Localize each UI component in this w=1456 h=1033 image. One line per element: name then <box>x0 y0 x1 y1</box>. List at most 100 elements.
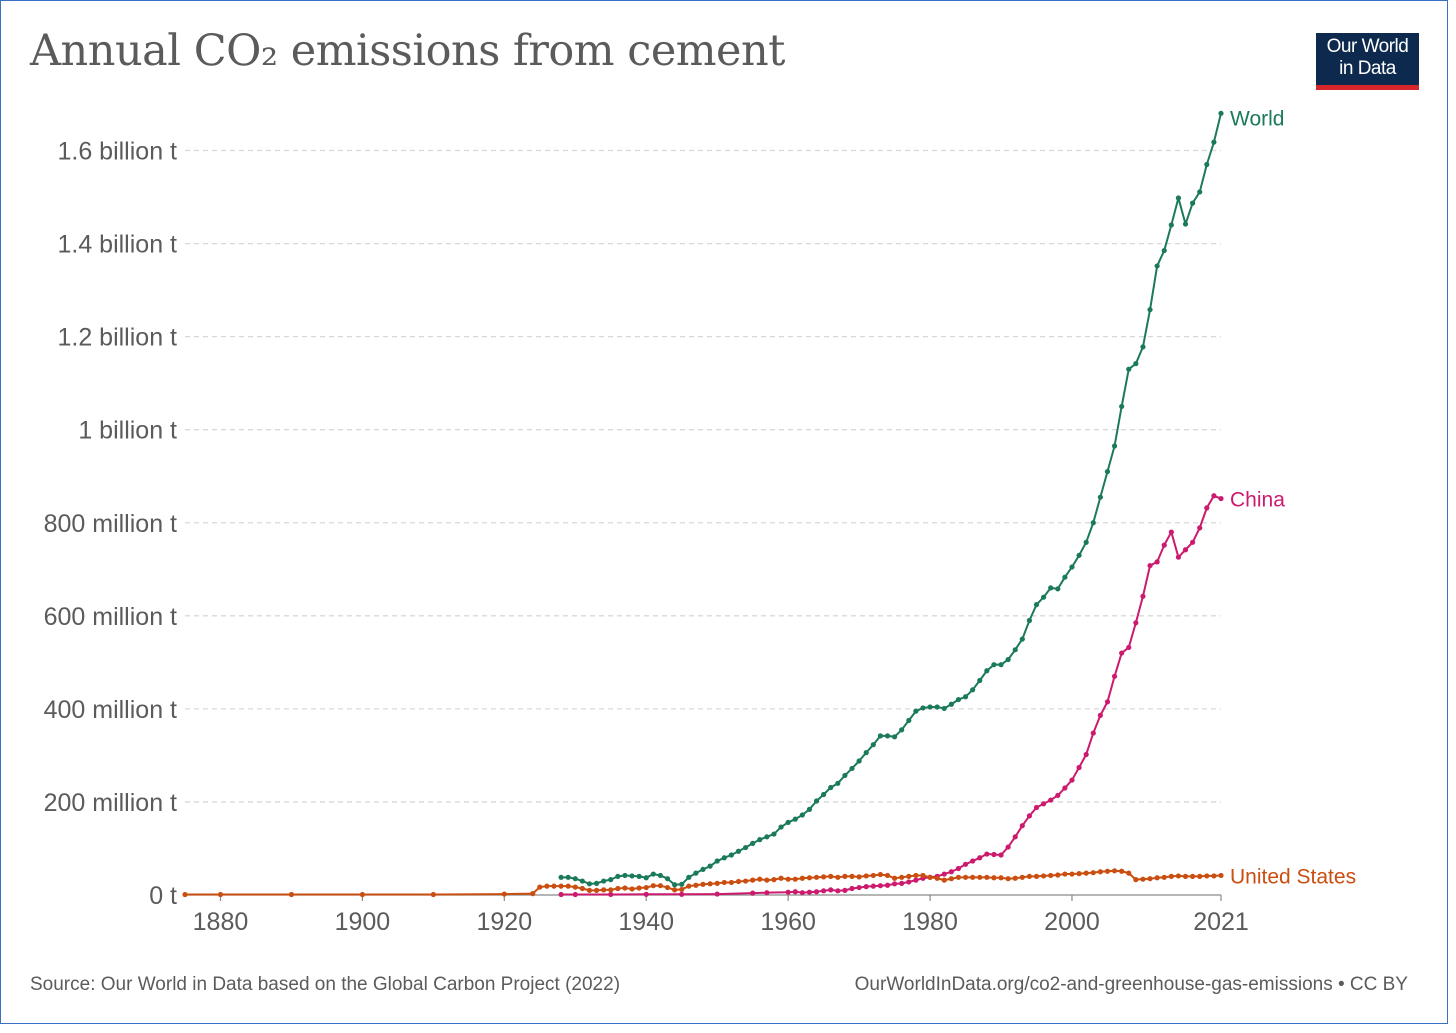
data-point[interactable] <box>955 696 962 703</box>
data-point[interactable] <box>842 772 848 779</box>
data-point[interactable] <box>899 880 905 886</box>
data-point[interactable] <box>1211 493 1217 499</box>
data-point[interactable] <box>813 889 820 895</box>
data-point[interactable] <box>1154 263 1160 269</box>
data-point[interactable] <box>650 883 656 889</box>
data-point[interactable] <box>984 668 990 674</box>
data-point[interactable] <box>1190 200 1196 206</box>
data-point[interactable] <box>558 891 564 898</box>
data-point[interactable] <box>927 704 933 710</box>
data-point[interactable] <box>1090 520 1096 526</box>
data-point[interactable] <box>1147 307 1153 313</box>
data-point[interactable] <box>672 882 678 888</box>
data-point[interactable] <box>1005 844 1011 850</box>
data-point[interactable] <box>1062 574 1068 580</box>
data-point[interactable] <box>813 874 820 880</box>
data-point[interactable] <box>856 758 862 764</box>
data-point[interactable] <box>558 874 564 880</box>
data-point[interactable] <box>1069 564 1075 570</box>
series-china[interactable] <box>558 493 1224 898</box>
data-point[interactable] <box>984 874 990 880</box>
data-point[interactable] <box>1119 403 1125 410</box>
data-point[interactable] <box>1090 730 1096 736</box>
series-line[interactable] <box>561 113 1222 886</box>
data-point[interactable] <box>1133 361 1139 367</box>
data-point[interactable] <box>1197 189 1203 195</box>
data-point[interactable] <box>757 876 763 882</box>
data-point[interactable] <box>1133 620 1139 626</box>
data-point[interactable] <box>501 891 507 897</box>
data-point[interactable] <box>785 889 791 895</box>
data-point[interactable] <box>977 855 983 861</box>
data-point[interactable] <box>1012 647 1018 653</box>
data-point[interactable] <box>1168 873 1174 879</box>
data-point[interactable] <box>962 694 969 700</box>
data-point[interactable] <box>579 878 585 884</box>
data-point[interactable] <box>1019 823 1025 829</box>
data-point[interactable] <box>821 888 827 894</box>
data-point[interactable] <box>1111 443 1118 449</box>
data-point[interactable] <box>884 882 891 888</box>
data-point[interactable] <box>615 885 621 892</box>
data-point[interactable] <box>1218 110 1224 116</box>
data-point[interactable] <box>544 883 550 889</box>
data-point[interactable] <box>1048 872 1054 879</box>
data-point[interactable] <box>870 872 876 879</box>
data-point[interactable] <box>799 875 805 881</box>
data-point[interactable] <box>870 883 876 889</box>
data-point[interactable] <box>1182 547 1189 553</box>
data-point[interactable] <box>962 874 969 880</box>
data-point[interactable] <box>728 852 734 858</box>
data-point[interactable] <box>998 662 1004 668</box>
data-point[interactable] <box>1005 656 1011 663</box>
data-point[interactable] <box>629 886 635 892</box>
data-point[interactable] <box>1055 872 1061 878</box>
data-point[interactable] <box>941 877 947 883</box>
data-point[interactable] <box>1154 559 1160 565</box>
data-point[interactable] <box>991 851 997 858</box>
data-point[interactable] <box>1033 602 1040 608</box>
data-point[interactable] <box>835 888 841 894</box>
data-point[interactable] <box>714 891 720 897</box>
data-point[interactable] <box>679 891 685 897</box>
data-point[interactable] <box>679 881 685 887</box>
series-world[interactable] <box>558 110 1224 888</box>
data-point[interactable] <box>430 891 436 898</box>
data-point[interactable] <box>586 887 593 893</box>
data-point[interactable] <box>899 874 905 880</box>
data-point[interactable] <box>1190 539 1196 545</box>
data-point[interactable] <box>764 890 770 896</box>
owid-logo[interactable]: Our World in Data <box>1316 33 1419 90</box>
data-point[interactable] <box>721 855 727 861</box>
data-point[interactable] <box>615 873 621 879</box>
data-point[interactable] <box>1140 344 1146 350</box>
data-point[interactable] <box>700 866 706 873</box>
data-point[interactable] <box>806 889 813 895</box>
data-point[interactable] <box>728 879 734 886</box>
data-point[interactable] <box>700 881 706 887</box>
data-point[interactable] <box>1033 804 1040 811</box>
data-point[interactable] <box>1104 468 1111 475</box>
data-point[interactable] <box>1026 813 1033 819</box>
data-point[interactable] <box>877 871 884 878</box>
data-point[interactable] <box>657 872 664 879</box>
data-point[interactable] <box>1147 876 1153 882</box>
data-point[interactable] <box>679 886 685 893</box>
data-point[interactable] <box>1041 594 1047 600</box>
data-point[interactable] <box>1133 877 1139 883</box>
data-point[interactable] <box>948 876 954 882</box>
data-point[interactable] <box>799 890 805 896</box>
data-point[interactable] <box>601 878 607 884</box>
data-point[interactable] <box>1097 869 1103 875</box>
data-point[interactable] <box>721 879 727 886</box>
data-point[interactable] <box>1161 874 1167 880</box>
data-point[interactable] <box>636 885 642 891</box>
data-point[interactable] <box>941 871 947 877</box>
data-point[interactable] <box>856 884 862 891</box>
data-point[interactable] <box>828 873 834 879</box>
data-point[interactable] <box>593 887 600 893</box>
data-point[interactable] <box>1062 785 1068 791</box>
data-point[interactable] <box>1076 764 1082 771</box>
data-point[interactable] <box>835 874 841 880</box>
data-point[interactable] <box>1055 792 1061 799</box>
